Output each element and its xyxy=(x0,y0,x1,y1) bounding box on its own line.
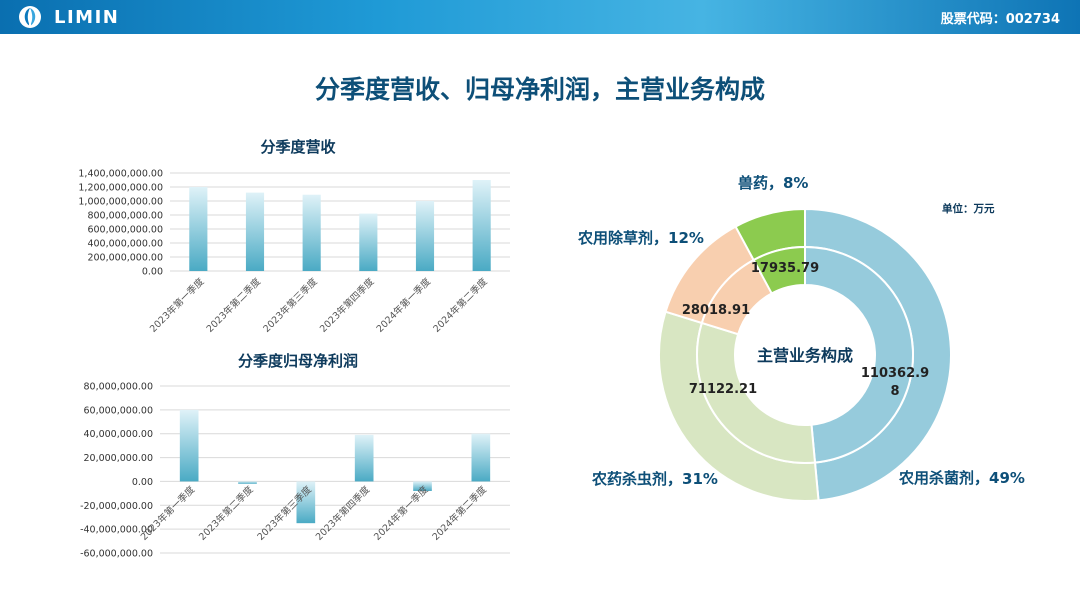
value-label-insecticide: 71122.21 xyxy=(689,382,757,397)
bar xyxy=(354,434,374,482)
x-tick-label: 2023年第二季度 xyxy=(196,483,256,543)
x-tick-label: 2023年第四季度 xyxy=(317,275,377,335)
value-label-herbicide: 28018.91 xyxy=(682,303,750,318)
revenue-bars xyxy=(189,180,491,271)
y-tick-label: -20,000,000.00 xyxy=(80,501,153,512)
stock-code: 股票代码：002734 xyxy=(940,12,1060,27)
profit-chart-title: 分季度归母净利润 xyxy=(238,352,358,370)
unit-label: 单位：万元 xyxy=(942,202,995,215)
revenue-gridlines xyxy=(170,172,510,272)
bar xyxy=(302,194,321,271)
y-tick-label: 1,200,000,000.00 xyxy=(78,183,163,194)
brand-logo[interactable]: LIMIN xyxy=(18,5,119,29)
y-tick-label: 40,000,000.00 xyxy=(83,429,153,440)
bar xyxy=(471,433,491,482)
y-tick-label: 0.00 xyxy=(142,267,163,278)
bar xyxy=(296,481,316,524)
bar xyxy=(238,481,257,484)
leaf-logo-icon xyxy=(19,6,41,28)
y-tick-label: 0.00 xyxy=(132,477,153,488)
business-donut xyxy=(658,207,952,502)
x-tick-label: 2024年第二季度 xyxy=(430,483,490,543)
inner-donut-slice xyxy=(696,321,817,464)
segment-label-veterinary: 兽药，8% xyxy=(738,174,808,192)
x-tick-label: 2023年第二季度 xyxy=(204,275,264,335)
y-tick-label: 200,000,000.00 xyxy=(87,253,163,264)
revenue-chart-title: 分季度营收 xyxy=(260,138,335,156)
x-tick-label: 2024年第一季度 xyxy=(374,275,434,335)
y-tick-label: 80,000,000.00 xyxy=(83,382,153,393)
segment-label-fungicide: 农用杀菌剂，49% xyxy=(898,469,1025,487)
x-tick-label: 2024年第一季度 xyxy=(371,483,431,543)
bar xyxy=(179,409,199,482)
y-tick-label: 400,000,000.00 xyxy=(87,239,163,250)
y-tick-label: 800,000,000.00 xyxy=(87,211,163,222)
brand-name: LIMIN xyxy=(54,6,120,28)
profit-gridlines xyxy=(160,385,510,554)
profit-y-axis: 80,000,000.00 60,000,000.00 40,000,000.00 2… xyxy=(80,382,153,560)
bar xyxy=(472,180,491,271)
x-tick-label: 2023年第四季度 xyxy=(313,483,373,543)
y-tick-label: 60,000,000.00 xyxy=(83,405,153,416)
bar xyxy=(413,481,432,491)
revenue-y-axis: 1,400,000,000.00 1,200,000,000.00 1,000,00… xyxy=(78,169,163,278)
x-tick-label: 2023年第一季度 xyxy=(138,483,198,543)
header-bar: LIMIN 股票代码：002734 xyxy=(0,0,1080,34)
y-tick-label: -60,000,000.00 xyxy=(80,549,153,560)
bar xyxy=(189,187,208,271)
y-tick-label: -40,000,000.00 xyxy=(80,525,153,536)
inner-donut-slice xyxy=(752,245,806,295)
bar xyxy=(415,201,435,271)
x-tick-label: 2023年第三季度 xyxy=(261,275,321,335)
bar xyxy=(245,192,265,271)
y-tick-label: 1,000,000,000.00 xyxy=(78,197,163,208)
page-title: 分季度营收、归母净利润，主营业务构成 xyxy=(314,75,765,104)
value-label-veterinary: 17935.79 xyxy=(751,261,819,276)
bar xyxy=(359,213,378,271)
y-tick-label: 600,000,000.00 xyxy=(87,225,163,236)
segment-label-herbicide: 农用除草剂，12% xyxy=(577,229,704,247)
value-label-fungicide-line1: 110362.9 xyxy=(861,366,929,381)
donut-center-title: 主营业务构成 xyxy=(757,346,853,365)
segment-label-insecticide: 农药杀虫剂，31% xyxy=(591,470,718,488)
y-tick-label: 20,000,000.00 xyxy=(83,453,153,464)
x-tick-label: 2024年第二季度 xyxy=(431,275,491,335)
profit-bars xyxy=(179,409,491,524)
x-tick-label: 2023年第一季度 xyxy=(147,275,207,335)
y-tick-label: 1,400,000,000.00 xyxy=(78,169,163,180)
value-label-fungicide-line2: 8 xyxy=(890,384,899,399)
inner-donut-slice xyxy=(804,245,914,464)
revenue-x-axis: 2023年第一季度2023年第二季度2023年第三季度2023年第四季度2024… xyxy=(147,275,490,335)
